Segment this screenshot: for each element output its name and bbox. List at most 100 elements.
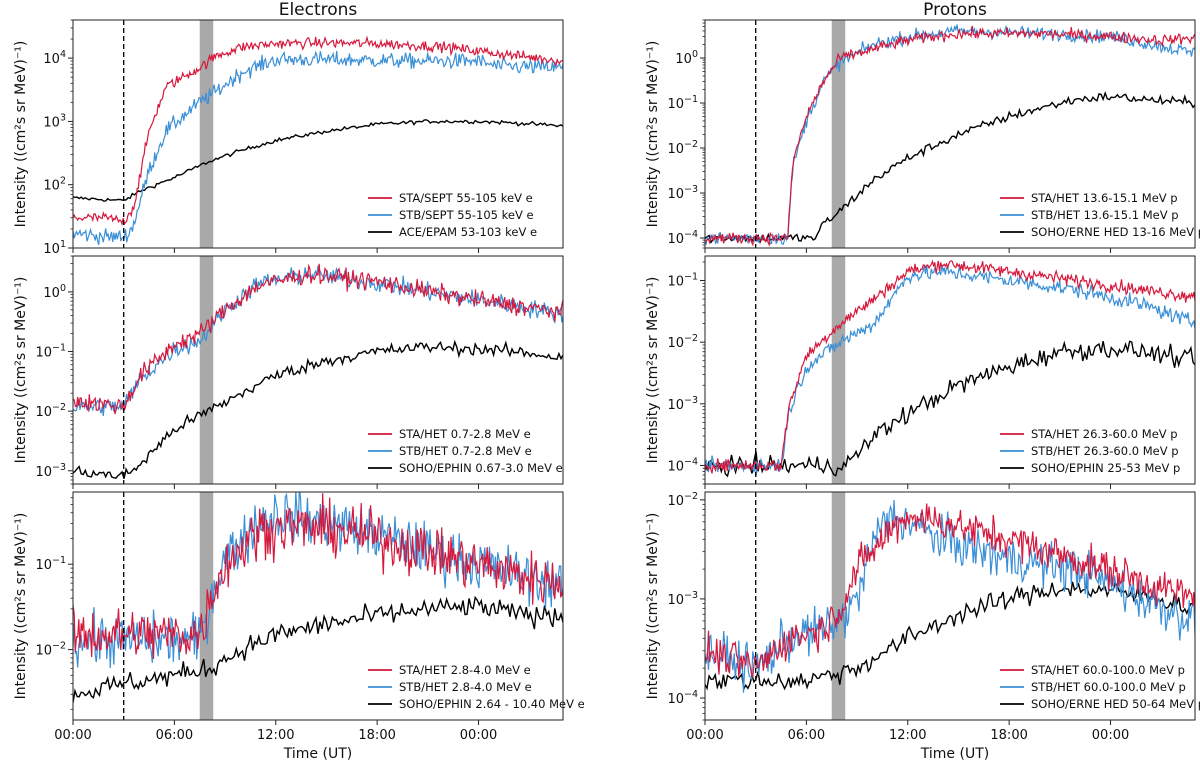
legend-label: SOHO/EPHIN 25-53 MeV p	[1031, 461, 1180, 475]
y-tick-label: 102	[43, 176, 66, 194]
legend: STA/HET 13.6-15.1 MeV p STB/HET 13.6-15.1…	[1000, 191, 1200, 239]
plot-frame	[72, 19, 564, 249]
y-axis-title: Intensity ((cm²s sr MeV)⁻¹)	[645, 277, 661, 464]
panel-5: 10−2 10−1 00:00 06:00 12:00 18:00 00:00 Intensi…	[13, 491, 585, 743]
y-axis-title: Intensity ((cm²s sr MeV)⁻¹)	[13, 513, 29, 700]
y-tick-label: 10−1	[667, 272, 698, 290]
y-tick-label: 10−1	[35, 555, 66, 573]
legend-label: STA/HET 13.6-15.1 MeV p	[1031, 191, 1178, 205]
plot-frame	[704, 255, 1196, 485]
legend: STA/HET 26.3-60.0 MeV p STB/HET 26.3-60.0…	[1000, 427, 1180, 475]
x-axis-title-protons: Time (UT)	[920, 746, 989, 762]
legend-label: ACE/EPAM 53-103 keV e	[399, 225, 537, 239]
legend-label: SOHO/EPHIN 0.67-3.0 MeV e	[399, 461, 563, 475]
legend-label: STB/HET 0.7-2.8 MeV e	[399, 444, 532, 458]
x-axis-title-electrons: Time (UT)	[283, 746, 352, 762]
y-tick-label: 103	[43, 112, 66, 130]
series-line-stb-het-0-7-2-8-mev-e	[73, 265, 563, 417]
y-tick-label: 10−2	[35, 641, 66, 659]
y-axis-title: Intensity ((cm²s sr MeV)⁻¹)	[645, 513, 661, 700]
x-tick-label: 06:00	[788, 728, 825, 743]
x-tick-label: 12:00	[889, 728, 926, 743]
plot-frame	[72, 255, 564, 485]
legend-label: STB/HET 60.0-100.0 MeV p	[1031, 680, 1186, 694]
series-line-soho-ephin-25-53-mev-p	[705, 340, 1195, 478]
y-axis-title: Intensity ((cm²s sr MeV)⁻¹)	[13, 41, 29, 228]
plot-frame	[704, 19, 1196, 249]
series-line-soho-ephin-2-64-10-40-mev-e	[73, 595, 563, 703]
panel-1: 101 102 103 104 Intensity ((cm²s sr MeV)⁻¹) S…	[13, 19, 564, 257]
legend: STA/SEPT 55-105 keV e STB/SEPT 55-105 keV…	[368, 191, 537, 239]
x-tick-label: 00:00	[460, 728, 497, 743]
series-line-stb-het-60-0-100-0-mev-p	[705, 499, 1195, 693]
legend-label: STA/HET 60.0-100.0 MeV p	[1031, 663, 1185, 677]
x-tick-label: 18:00	[358, 728, 395, 743]
legend-label: SOHO/ERNE HED 13-16 MeV p	[1031, 225, 1200, 239]
y-tick-label: 10−3	[667, 590, 698, 608]
y-tick-label: 100	[43, 283, 66, 301]
y-tick-label: 10−4	[667, 689, 698, 707]
x-tick-label: 00:00	[686, 728, 723, 743]
x-tick-label: 00:00	[1092, 728, 1129, 743]
y-tick-label: 10−3	[35, 462, 66, 480]
series-group	[705, 259, 1195, 478]
shaded-interval	[831, 492, 846, 720]
y-tick-label: 10−4	[667, 229, 698, 247]
column-title-protons: Protons	[923, 0, 987, 20]
x-tick-label: 12:00	[257, 728, 294, 743]
y-tick-label: 10−2	[667, 333, 698, 351]
series-line-stb-sept-55-105-kev-e	[73, 50, 563, 245]
y-tick-label: 101	[43, 239, 66, 257]
series-line-sta-het-0-7-2-8-mev-e	[73, 263, 563, 415]
x-tick-label: 18:00	[990, 728, 1027, 743]
legend-label: SOHO/EPHIN 2.64 - 10.40 MeV e	[399, 697, 585, 711]
series-group	[705, 499, 1195, 693]
shaded-interval	[199, 20, 214, 248]
y-axis-title: Intensity ((cm²s sr MeV)⁻¹)	[13, 277, 29, 464]
series-group	[705, 24, 1195, 247]
y-axis-title: Intensity ((cm²s sr MeV)⁻¹)	[645, 41, 661, 228]
legend-label: STA/SEPT 55-105 keV e	[399, 191, 533, 205]
legend: STA/HET 0.7-2.8 MeV e STB/HET 0.7-2.8 MeV…	[368, 427, 563, 475]
series-line-sta-het-2-8-4-0-mev-e	[73, 493, 563, 660]
series-group	[73, 492, 563, 703]
legend: STA/HET 60.0-100.0 MeV p STB/HET 60.0-100…	[1000, 663, 1200, 711]
series-group	[73, 35, 563, 245]
legend-label: STB/HET 2.8-4.0 MeV e	[399, 680, 532, 694]
shaded-interval	[831, 256, 846, 484]
y-tick-label: 10−3	[667, 184, 698, 202]
legend-label: SOHO/ERNE HED 50-64 MeV p	[1031, 697, 1200, 711]
shaded-interval	[831, 20, 846, 248]
panel-6: 10−4 10−3 10−2 00:00 06:00 12:00 18:00 00:00 Int…	[645, 491, 1200, 743]
y-tick-label: 104	[43, 49, 66, 67]
series-line-sta-het-60-0-100-0-mev-p	[705, 503, 1195, 678]
legend: STA/HET 2.8-4.0 MeV e STB/HET 2.8-4.0 MeV…	[368, 663, 585, 711]
x-tick-label: 06:00	[156, 728, 193, 743]
legend-label: STA/HET 2.8-4.0 MeV e	[399, 663, 531, 677]
legend-label: STB/HET 13.6-15.1 MeV p	[1031, 208, 1179, 222]
panel-3: 10−3 10−2 10−1 100 Intensity ((cm²s sr MeV)⁻…	[13, 255, 564, 489]
shaded-interval	[199, 256, 214, 484]
legend-label: STB/HET 26.3-60.0 MeV p	[1031, 444, 1179, 458]
y-tick-label: 10−2	[35, 402, 66, 420]
series-line-sta-sept-55-105-kev-e	[73, 35, 563, 227]
x-tick-label: 00:00	[54, 728, 91, 743]
plot-frame	[72, 491, 564, 721]
panel-4: 10−4 10−3 10−2 10−1 Intensity ((cm²s sr MeV)…	[645, 255, 1196, 489]
y-tick-label: 10−2	[667, 139, 698, 157]
series-line-ace-epam-53-103-kev-e	[73, 119, 563, 202]
y-tick-label: 10−3	[667, 395, 698, 413]
legend-label: STA/HET 26.3-60.0 MeV p	[1031, 427, 1178, 441]
legend-label: STB/SEPT 55-105 keV e	[399, 208, 534, 222]
column-title-electrons: Electrons	[279, 0, 358, 20]
plot-frame	[704, 491, 1196, 721]
y-tick-label: 10−1	[35, 343, 66, 361]
y-tick-label: 100	[675, 49, 698, 67]
y-tick-label: 10−4	[667, 456, 698, 474]
series-line-sta-het-13-6-15-1-mev-p	[705, 25, 1195, 247]
series-group	[73, 263, 563, 479]
panels-layer: 101 102 103 104 Intensity ((cm²s sr MeV)⁻¹) S…	[13, 19, 1200, 743]
series-line-soho-ephin-0-67-3-0-mev-e	[73, 339, 563, 479]
series-line-sta-het-26-3-60-0-mev-p	[705, 259, 1195, 474]
